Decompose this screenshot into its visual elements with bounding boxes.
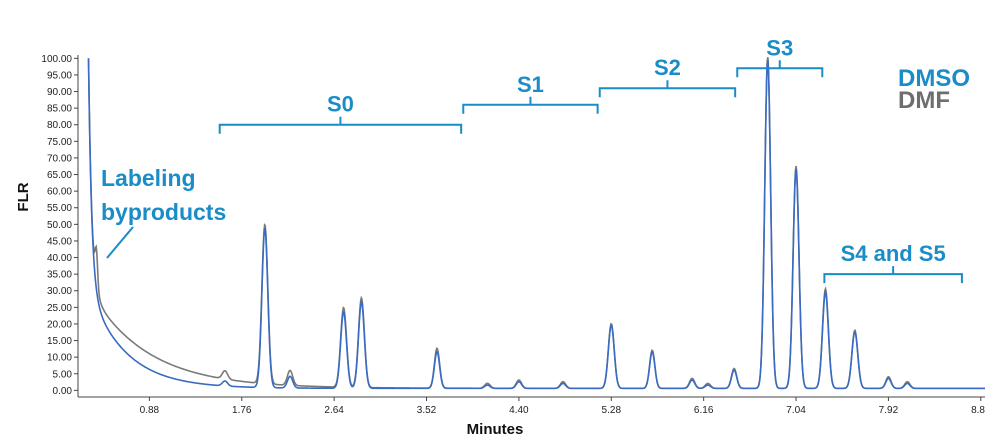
group-label-s0: S0 bbox=[327, 92, 354, 117]
y-tick-label: 30.00 bbox=[47, 286, 72, 297]
y-tick-label: 25.00 bbox=[47, 303, 72, 314]
x-tick-label: 4.40 bbox=[509, 405, 529, 416]
series-traces bbox=[87, 57, 985, 390]
bracket-s0 bbox=[218, 116, 463, 134]
series-line-dmso bbox=[87, 58, 985, 390]
y-tick-label: 40.00 bbox=[47, 253, 72, 264]
byproducts-label-line1: Labeling bbox=[101, 165, 196, 191]
y-tick-label: 45.00 bbox=[47, 236, 72, 247]
x-axis-title: Minutes bbox=[467, 421, 524, 438]
y-axis-ticks: 0.00 5.00 10.00 15.00 20.00 25.00 30.00 35.00 40… bbox=[41, 54, 78, 397]
bracket-s4-and-s5 bbox=[823, 266, 963, 284]
y-tick-label: 5.00 bbox=[53, 369, 73, 380]
group-brackets: S0 S1 S2 S3 S4 and S5 bbox=[218, 35, 963, 284]
legend-dmf: DMF bbox=[898, 87, 950, 114]
bracket-s3 bbox=[736, 60, 824, 78]
y-tick-label: 85.00 bbox=[47, 104, 72, 115]
y-tick-label: 65.00 bbox=[47, 170, 72, 181]
y-tick-label: 70.00 bbox=[47, 153, 72, 164]
y-tick-label: 100.00 bbox=[41, 54, 72, 65]
x-tick-label: 7.92 bbox=[879, 405, 899, 416]
y-tick-label: 15.00 bbox=[47, 336, 72, 347]
y-tick-label: 0.00 bbox=[53, 386, 73, 397]
x-tick-label: 2.64 bbox=[324, 405, 344, 416]
x-tick-label: 1.76 bbox=[232, 405, 252, 416]
y-axis-title: FLR bbox=[15, 182, 32, 211]
x-axis-ticks: 0.88 1.76 2.64 3.52 4.40 5.28 6.16 7.04 7.92 8.80 bbox=[140, 397, 985, 416]
bracket-s1 bbox=[462, 96, 599, 114]
group-label-s4-and-s5: S4 and S5 bbox=[841, 241, 946, 266]
y-tick-label: 55.00 bbox=[47, 203, 72, 214]
y-tick-label: 35.00 bbox=[47, 270, 72, 281]
y-tick-label: 50.00 bbox=[47, 220, 72, 231]
byproducts-pointer-line bbox=[106, 226, 134, 259]
x-tick-label: 3.52 bbox=[417, 405, 437, 416]
x-tick-label: 7.04 bbox=[786, 405, 806, 416]
y-tick-label: 10.00 bbox=[47, 353, 72, 364]
byproducts-label-line2: byproducts bbox=[101, 199, 226, 225]
x-tick-label: 0.88 bbox=[140, 405, 160, 416]
y-tick-label: 90.00 bbox=[47, 87, 72, 98]
legend-dmso: DMSO bbox=[898, 65, 970, 92]
group-label-s3: S3 bbox=[766, 35, 793, 60]
x-tick-label: 5.28 bbox=[602, 405, 622, 416]
x-tick-label: 8.80 bbox=[971, 405, 985, 416]
y-tick-label: 95.00 bbox=[47, 70, 72, 81]
y-tick-label: 60.00 bbox=[47, 187, 72, 198]
bracket-s2 bbox=[598, 80, 737, 98]
y-tick-label: 80.00 bbox=[47, 120, 72, 131]
group-label-s2: S2 bbox=[654, 55, 681, 80]
y-tick-label: 20.00 bbox=[47, 319, 72, 330]
group-label-s1: S1 bbox=[517, 72, 544, 97]
x-tick-label: 6.16 bbox=[694, 405, 714, 416]
y-tick-label: 75.00 bbox=[47, 137, 72, 148]
